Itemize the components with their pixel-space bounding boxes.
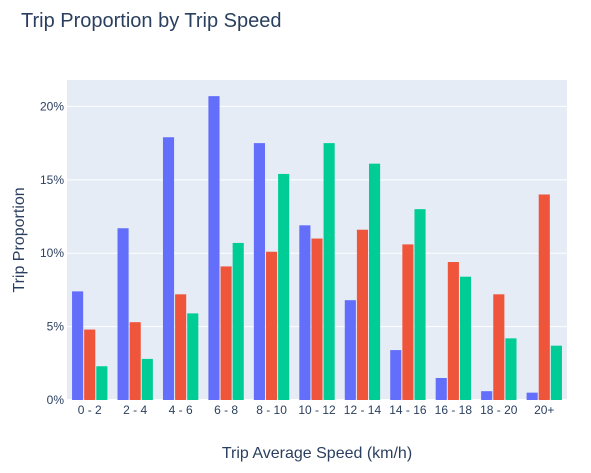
bar <box>232 242 244 400</box>
bar <box>187 313 199 400</box>
x-tick-label: 6 - 8 <box>214 403 238 417</box>
bar <box>390 350 402 400</box>
bar <box>175 294 187 400</box>
bar <box>84 329 96 400</box>
bar <box>493 294 505 400</box>
x-tick-label: 4 - 6 <box>169 403 193 417</box>
bar <box>481 391 493 400</box>
bar <box>505 338 517 400</box>
bar <box>117 228 129 400</box>
y-tick-label: 0% <box>47 393 65 407</box>
bar <box>96 366 108 400</box>
bar <box>344 300 356 400</box>
bar <box>72 291 84 400</box>
bar <box>220 266 232 400</box>
bar <box>162 137 175 400</box>
x-axis-ticks: 0 - 2 2 - 4 4 - 6 6 - 8 8 - 10 10 - 12 12 - 14… <box>78 403 555 417</box>
x-axis-title: Trip Average Speed (km/h) <box>222 445 412 462</box>
bar <box>323 143 335 400</box>
bar <box>208 96 220 400</box>
bar <box>253 143 265 400</box>
y-tick-label: 15% <box>40 173 64 187</box>
bar <box>356 229 369 400</box>
bar <box>369 163 381 400</box>
y-tick-label: 20% <box>40 99 64 113</box>
x-tick-label: 14 - 16 <box>389 403 427 417</box>
bar <box>435 377 447 400</box>
x-tick-label: 16 - 18 <box>435 403 473 417</box>
bar <box>141 358 153 400</box>
bar <box>265 251 278 400</box>
x-tick-label: 12 - 14 <box>344 403 382 417</box>
bar <box>459 276 472 400</box>
y-tick-label: 10% <box>40 246 64 260</box>
x-tick-label: 20+ <box>534 403 554 417</box>
x-tick-label: 10 - 12 <box>298 403 336 417</box>
y-axis-ticks: 0% 5% 10% 15% 20% <box>40 99 64 407</box>
bar <box>299 225 311 400</box>
bars <box>72 96 562 400</box>
bar <box>526 392 538 400</box>
x-tick-label: 0 - 2 <box>78 403 102 417</box>
bar <box>447 262 459 400</box>
bar <box>311 238 323 400</box>
bar <box>129 322 141 400</box>
bar <box>538 194 550 400</box>
x-tick-label: 8 - 10 <box>256 403 287 417</box>
y-tick-label: 5% <box>47 320 65 334</box>
x-tick-label: 18 - 20 <box>480 403 518 417</box>
bar <box>402 244 414 400</box>
bar <box>414 209 426 400</box>
chart-title: Trip Proportion by Trip Speed <box>21 10 282 32</box>
bar <box>278 173 290 400</box>
y-axis-title: Trip Proportion <box>11 187 28 292</box>
x-tick-label: 2 - 4 <box>123 403 147 417</box>
bar <box>550 345 562 400</box>
